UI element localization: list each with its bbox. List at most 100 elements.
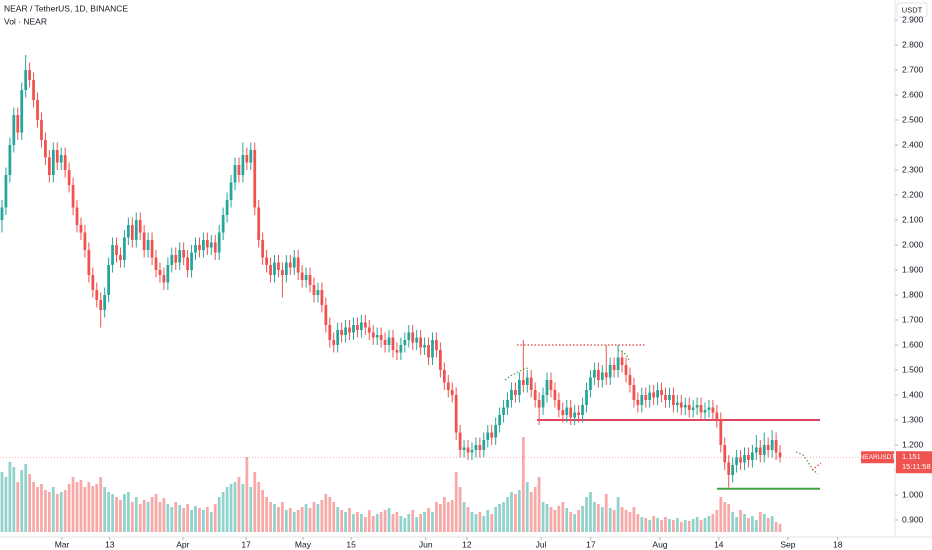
candle-body	[474, 445, 478, 450]
candle-body	[668, 395, 671, 400]
candle-body	[363, 322, 367, 328]
candle-body	[233, 165, 237, 183]
candle-body	[672, 395, 675, 405]
candle-body	[490, 432, 494, 438]
candle-body	[300, 272, 304, 280]
volume-bar	[316, 504, 320, 532]
x-tick-label: 14	[714, 539, 724, 549]
currency-box[interactable]	[896, 2, 928, 18]
x-tick-label: 17	[241, 539, 251, 549]
candle-body	[36, 100, 39, 120]
volume-bar	[111, 494, 114, 532]
volume-bar	[47, 492, 51, 532]
volume-bar	[249, 487, 253, 532]
candle-body	[395, 350, 399, 353]
candle-body	[616, 357, 620, 370]
candle-body	[40, 120, 43, 140]
volume-bar	[423, 512, 426, 532]
candle-body	[79, 225, 83, 233]
volume-bar	[55, 494, 59, 532]
candle-body	[202, 240, 205, 250]
candle-body	[482, 440, 486, 450]
candle-body	[269, 265, 272, 275]
x-tick-label: 15	[346, 539, 356, 549]
candle-body	[774, 440, 778, 453]
volume-bar	[478, 512, 482, 532]
candle-body	[273, 262, 276, 275]
volume-bar	[517, 490, 521, 532]
volume-bar	[209, 512, 213, 532]
candle-body	[624, 365, 628, 375]
volume-bar	[261, 490, 265, 532]
candle-body	[67, 170, 71, 185]
candle-body	[553, 390, 557, 400]
candle-body	[24, 70, 28, 90]
candle-body	[375, 335, 379, 338]
volume-label: Vol · NEAR	[4, 16, 47, 26]
candle-body	[541, 395, 545, 408]
candle-body	[648, 392, 652, 400]
volume-bar	[754, 520, 758, 532]
volume-bar	[399, 516, 403, 532]
candle-body	[154, 257, 158, 270]
volume-bar	[277, 507, 280, 532]
volume-bar	[438, 504, 442, 532]
volume-bar	[150, 497, 154, 532]
candle-body	[423, 345, 426, 348]
volume-bar	[375, 514, 379, 532]
volume-bar	[624, 510, 628, 532]
volume-bar	[340, 510, 344, 532]
volume-bar	[616, 497, 620, 532]
candle-body	[549, 380, 553, 390]
candle-body	[545, 380, 549, 395]
volume-bar	[182, 508, 186, 532]
symbol-tag-box	[861, 451, 894, 464]
candle-body	[612, 365, 616, 370]
volume-bar	[186, 504, 189, 532]
volume-bar	[134, 497, 138, 532]
y-tick-label: 2.300	[902, 164, 924, 174]
x-tick-label: Aug	[652, 539, 667, 549]
volume-bar	[762, 514, 766, 532]
volume-bar	[245, 457, 249, 532]
candle-body	[253, 150, 257, 208]
volume-bar	[332, 502, 336, 532]
volume-bar	[525, 482, 529, 532]
volume-bar	[146, 502, 150, 532]
candle-body	[63, 155, 67, 170]
volume-bar	[379, 512, 383, 532]
volume-bar	[284, 510, 288, 532]
candle-body	[47, 157, 51, 175]
candle-body	[209, 242, 213, 248]
candle-body	[55, 150, 59, 163]
volume-bar	[419, 514, 423, 532]
volume-bar	[119, 500, 122, 532]
candle-body	[95, 290, 99, 300]
candle-body	[288, 262, 292, 268]
candle-body	[754, 447, 758, 453]
candle-body	[387, 337, 391, 345]
candle-body	[138, 220, 142, 233]
volume-bar	[644, 518, 648, 532]
volume-bar	[91, 486, 95, 532]
volume-bar	[371, 516, 375, 532]
candle-body	[703, 410, 707, 413]
candle-body	[494, 425, 498, 438]
candle-body	[435, 340, 438, 350]
volume-bar	[123, 494, 126, 532]
volume-bar	[383, 510, 387, 532]
candle-body	[87, 250, 91, 275]
candle-body	[249, 150, 253, 163]
volume-bar	[213, 504, 217, 532]
volume-bar	[731, 512, 735, 532]
candle-body	[328, 325, 332, 340]
candle-body	[644, 395, 648, 400]
volume-bar	[59, 492, 63, 532]
volume-bar	[573, 514, 577, 532]
volume-bar	[506, 497, 509, 532]
candle-body	[537, 400, 541, 408]
currency[interactable]: USDT	[902, 5, 923, 14]
volume-bar	[348, 508, 351, 532]
volume-bar	[253, 472, 257, 532]
candle-body	[221, 215, 225, 233]
